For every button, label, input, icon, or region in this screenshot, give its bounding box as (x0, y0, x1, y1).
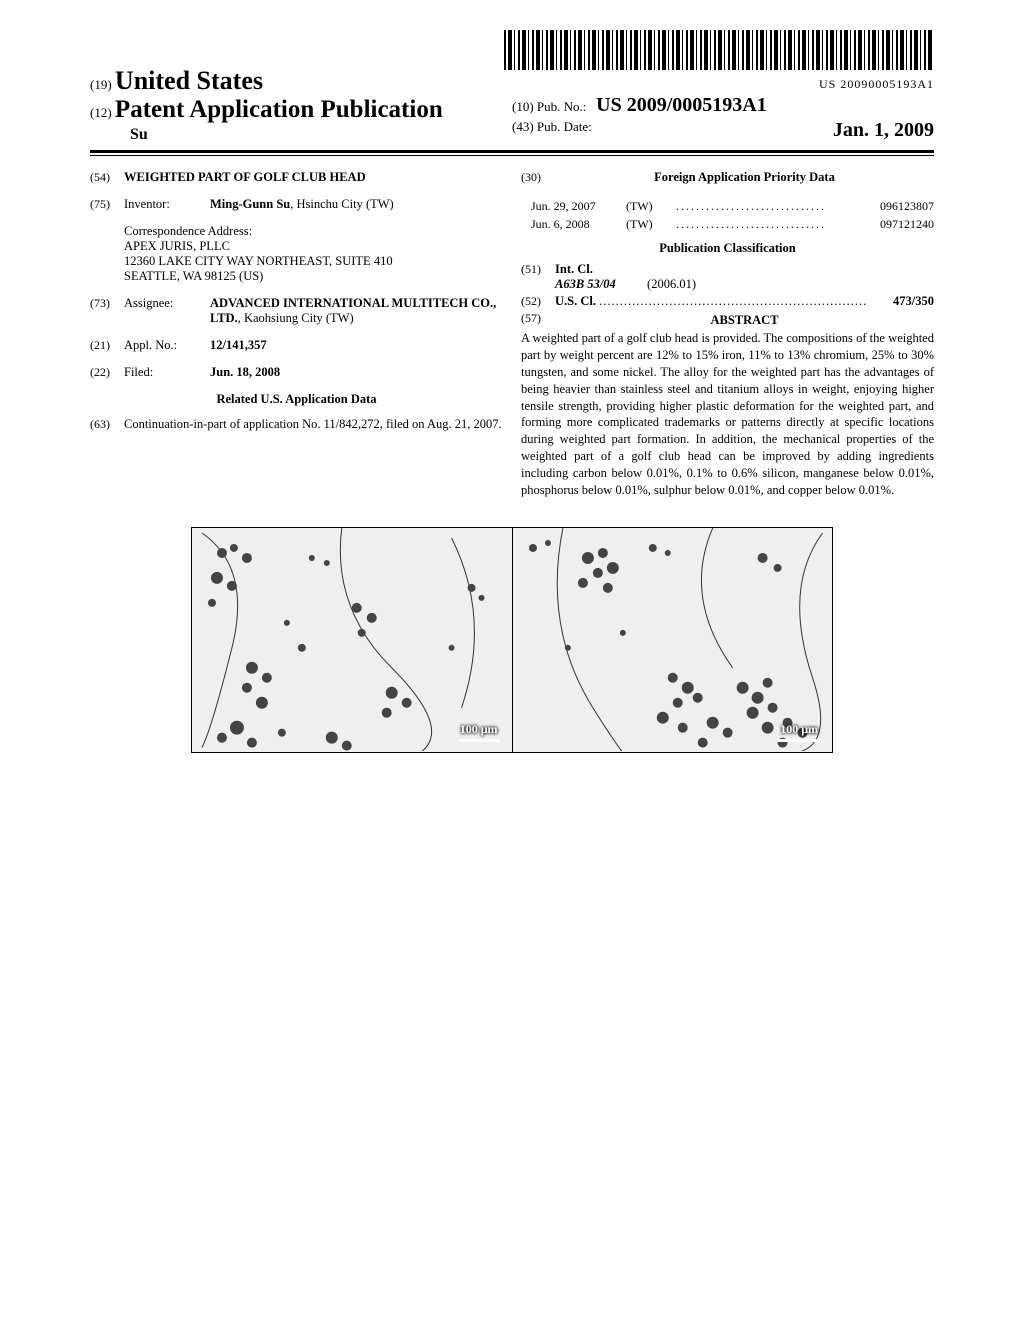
priority-date: Jun. 29, 2007 (531, 197, 626, 215)
barcode-graphic (504, 30, 934, 70)
dots: ........................................… (599, 294, 890, 309)
pubno-label: Pub. No.: (537, 99, 586, 114)
pubno-prefix: (10) (512, 99, 534, 114)
priority-country: (TW) (626, 215, 676, 233)
abstract-heading: ABSTRACT (555, 313, 934, 328)
priority-row: Jun. 6, 2008 (TW) ......................… (531, 215, 934, 233)
continuation-row: (63) Continuation-in-part of application… (90, 417, 503, 432)
invention-title: WEIGHTED PART OF GOLF CLUB HEAD (124, 170, 503, 185)
uscl-label: U.S. Cl. (555, 294, 596, 309)
country-prefix: (19) (90, 77, 112, 92)
uscl-value: 473/350 (893, 294, 934, 309)
intcl-version: (2006.01) (647, 277, 696, 291)
priority-list: Jun. 29, 2007 (TW) .....................… (521, 197, 934, 233)
filed-label: Filed: (124, 365, 210, 380)
filed-num: (22) (90, 365, 124, 380)
right-column: (30) Foreign Application Priority Data J… (521, 170, 934, 499)
related-app-heading: Related U.S. Application Data (90, 392, 503, 407)
assignee-row: (73) Assignee: ADVANCED INTERNATIONAL MU… (90, 296, 503, 326)
application-number: 12/141,357 (210, 338, 267, 352)
micrograph-left: 100 μm (192, 528, 513, 752)
patent-page: US 20090005193A1 (19) United States (12)… (0, 0, 1024, 1320)
header-right: (10) Pub. No.: US 2009/0005193A1 (43) Pu… (512, 94, 934, 144)
pub-classification-heading: Publication Classification (521, 241, 934, 256)
continuation-text: Continuation-in-part of application No. … (124, 417, 503, 432)
corr-line3: SEATTLE, WA 98125 (US) (124, 269, 503, 284)
publication-date: Jan. 1, 2009 (833, 119, 934, 142)
priority-date: Jun. 6, 2008 (531, 215, 626, 233)
inventor-num: (75) (90, 197, 124, 212)
priority-row: Jun. 29, 2007 (TW) .....................… (531, 197, 934, 215)
micrograph-right: 100 μm (513, 528, 833, 752)
pubdate-label: Pub. Date: (537, 119, 592, 134)
corr-label: Correspondence Address: (124, 224, 503, 239)
uscl-num: (52) (521, 294, 555, 309)
abstract-text: A weighted part of a golf club head is p… (521, 330, 934, 499)
corr-line2: 12360 LAKE CITY WAY NORTHEAST, SUITE 410 (124, 254, 503, 269)
filed-date: Jun. 18, 2008 (210, 365, 280, 379)
micrograph-svg (513, 528, 832, 752)
dots: .............................. (676, 197, 854, 215)
scale-bar-right: 100 μm (778, 722, 820, 742)
applno-num: (21) (90, 338, 124, 353)
publication-number: US 2009/0005193A1 (596, 94, 767, 116)
inventor-location: , Hsinchu City (TW) (290, 197, 393, 211)
priority-number: 096123807 (854, 197, 934, 215)
body-columns: (54) WEIGHTED PART OF GOLF CLUB HEAD (75… (90, 170, 934, 499)
rule-thin (90, 155, 934, 156)
micrograph-svg (192, 528, 511, 752)
corr-line1: APEX JURIS, PLLC (124, 239, 503, 254)
assignee-label: Assignee: (124, 296, 210, 326)
scale-bar-left: 100 μm (458, 722, 500, 742)
inventor-label: Inventor: (124, 197, 210, 212)
rule-thick (90, 150, 934, 153)
country-name: United States (115, 66, 263, 95)
header: (19) United States (12) Patent Applicati… (90, 66, 934, 144)
inventor-name: Ming-Gunn Su (210, 197, 290, 211)
applno-label: Appl. No.: (124, 338, 210, 353)
assignee-num: (73) (90, 296, 124, 326)
title-num: (54) (90, 170, 124, 185)
continuation-num: (63) (90, 417, 124, 432)
header-left: (19) United States (12) Patent Applicati… (90, 66, 512, 144)
pubdate-prefix: (43) (512, 119, 534, 134)
priority-number: 097121240 (854, 215, 934, 233)
assignee-location: , Kaohsiung City (TW) (238, 311, 354, 325)
applno-row: (21) Appl. No.: 12/141,357 (90, 338, 503, 353)
foreign-num: (30) (521, 170, 555, 193)
figure-micrographs: 100 μm (191, 527, 833, 753)
priority-country: (TW) (626, 197, 676, 215)
intcl-label: Int. Cl. (555, 262, 593, 276)
correspondence-address: Correspondence Address: APEX JURIS, PLLC… (124, 224, 503, 284)
pubtype-prefix: (12) (90, 105, 112, 120)
foreign-priority-heading: Foreign Application Priority Data (555, 170, 934, 185)
inventor-lastname: Su (130, 126, 512, 144)
intcl-code: A63B 53/04 (555, 277, 616, 291)
inventor-row: (75) Inventor: Ming-Gunn Su, Hsinchu Cit… (90, 197, 503, 212)
pubtype: Patent Application Publication (115, 96, 443, 123)
left-column: (54) WEIGHTED PART OF GOLF CLUB HEAD (75… (90, 170, 503, 499)
filed-row: (22) Filed: Jun. 18, 2008 (90, 365, 503, 380)
dots: .............................. (676, 215, 854, 233)
abstract-num: (57) (521, 311, 555, 328)
intcl-num: (51) (521, 262, 555, 292)
title-row: (54) WEIGHTED PART OF GOLF CLUB HEAD (90, 170, 503, 185)
